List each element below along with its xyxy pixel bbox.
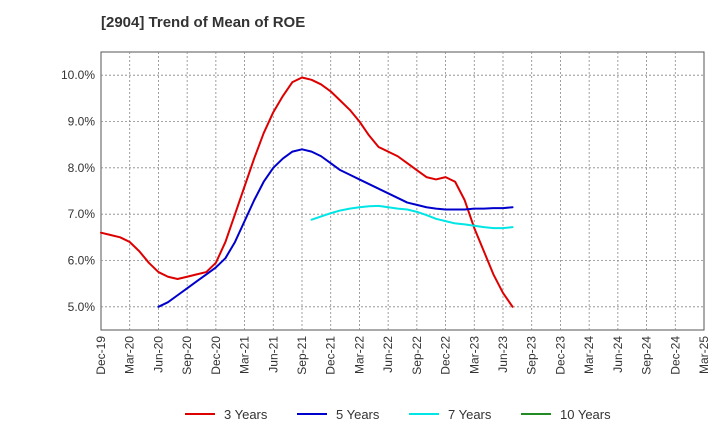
plot-area (100, 51, 705, 331)
x-axis: Dec-19 Mar-20 Jun-20 Sep-20 Dec-20 Mar-21 Jun-… (94, 336, 711, 375)
y-tick-label: 10.0% (61, 68, 95, 82)
y-tick-label: 6.0% (68, 254, 96, 268)
x-tick-label: Dec-19 (94, 336, 108, 375)
x-tick-label: Mar-20 (123, 336, 137, 374)
x-tick-label: Mar-25 (697, 336, 711, 374)
x-tick-label: Mar-22 (352, 336, 366, 374)
y-tick-label: 5.0% (68, 300, 96, 314)
grid-layer (101, 52, 704, 330)
x-tick-label: Jun-20 (151, 336, 165, 373)
x-tick-label: Mar-23 (467, 336, 481, 374)
x-tick-label: Sep-21 (295, 336, 309, 375)
x-tick-label: Sep-22 (410, 336, 424, 375)
x-tick-label: Dec-24 (668, 336, 682, 375)
series-line-3-years (100, 76, 514, 308)
x-tick-label: Jun-24 (611, 336, 625, 373)
chart-title: [2904] Trend of Mean of ROE (101, 14, 306, 31)
x-tick-label: Sep-23 (525, 336, 539, 375)
legend-label-3-years: 3 Years (224, 407, 268, 422)
legend: 3 Years 5 Years 7 Years 10 Years (185, 407, 611, 422)
legend-label-5-years: 5 Years (336, 407, 380, 422)
x-tick-label: Jun-21 (266, 336, 280, 373)
legend-label-10-years: 10 Years (560, 407, 611, 422)
x-tick-label: Mar-24 (582, 336, 596, 374)
y-tick-label: 7.0% (68, 207, 96, 221)
x-tick-label: Jun-22 (381, 336, 395, 373)
x-tick-label: Sep-24 (640, 336, 654, 375)
x-tick-label: Sep-20 (180, 336, 194, 375)
legend-label-7-years: 7 Years (448, 407, 492, 422)
series-line-5-years (157, 148, 514, 308)
x-tick-label: Dec-22 (439, 336, 453, 375)
y-tick-label: 8.0% (68, 161, 96, 175)
y-axis: 5.0% 6.0% 7.0% 8.0% 9.0% 10.0% (61, 68, 95, 314)
x-tick-label: Mar-21 (238, 336, 252, 374)
x-tick-label: Dec-23 (553, 336, 567, 375)
series-line-7-years (310, 204, 514, 230)
x-tick-label: Dec-20 (209, 336, 223, 375)
x-tick-label: Dec-21 (324, 336, 338, 375)
x-tick-label: Jun-23 (496, 336, 510, 373)
series-layer (100, 76, 514, 308)
y-tick-label: 9.0% (68, 115, 96, 129)
